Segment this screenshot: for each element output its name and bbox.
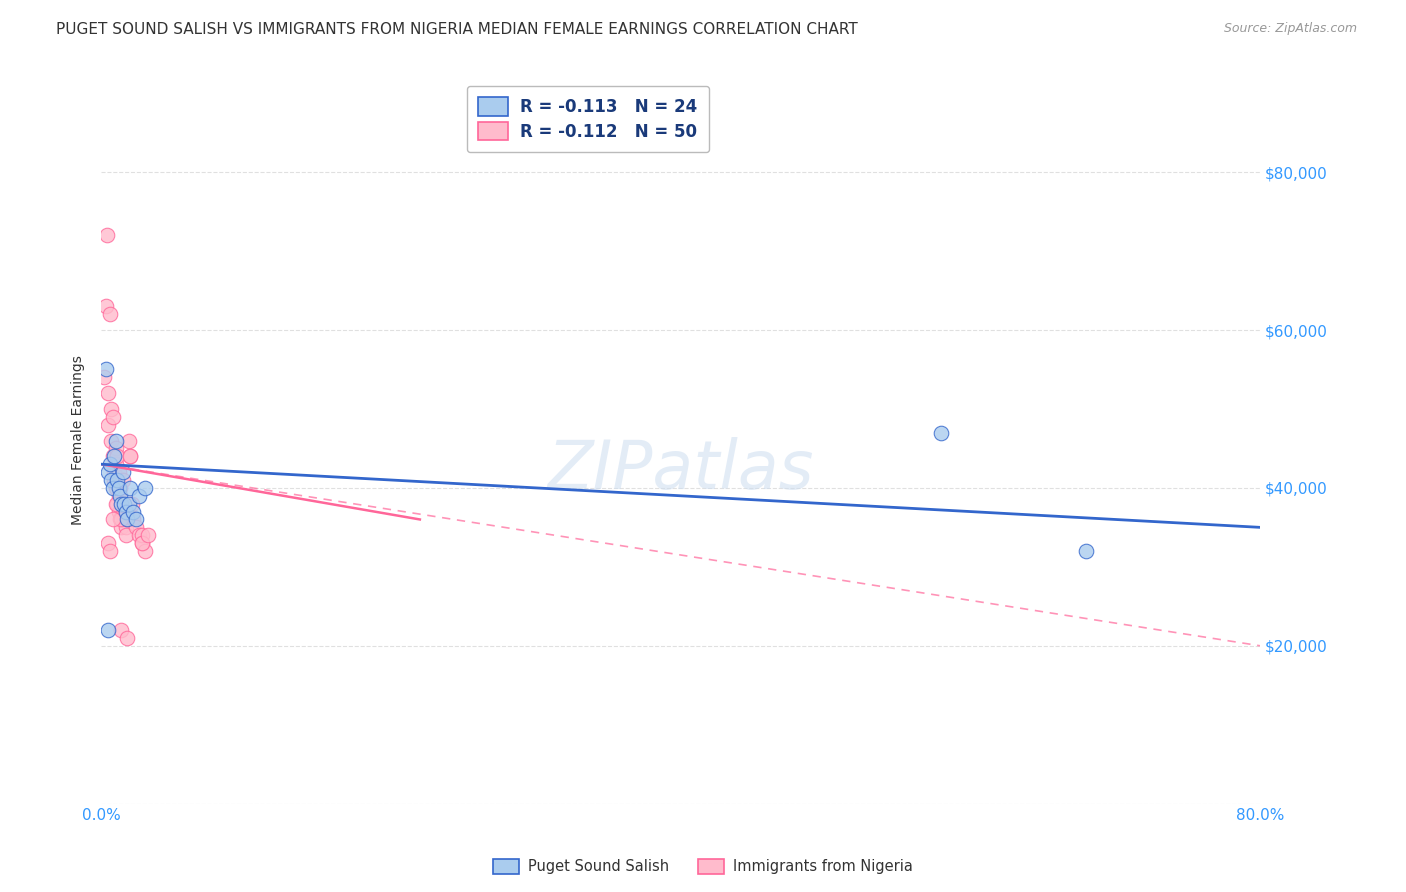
Point bbox=[125, 520, 148, 534]
Point bbox=[107, 465, 129, 479]
Point bbox=[103, 450, 125, 464]
Point bbox=[125, 512, 148, 526]
Point bbox=[131, 528, 153, 542]
Point bbox=[105, 473, 128, 487]
Point bbox=[107, 489, 129, 503]
Point bbox=[110, 623, 132, 637]
Point bbox=[104, 497, 127, 511]
Point bbox=[101, 481, 124, 495]
Point bbox=[111, 465, 134, 479]
Point bbox=[931, 425, 953, 440]
Point bbox=[100, 401, 122, 416]
Point bbox=[101, 409, 124, 424]
Point bbox=[103, 473, 125, 487]
Point bbox=[118, 434, 141, 448]
Legend: R = -0.113   N = 24, R = -0.112   N = 50: R = -0.113 N = 24, R = -0.112 N = 50 bbox=[467, 86, 709, 153]
Point bbox=[114, 505, 136, 519]
Point bbox=[120, 450, 142, 464]
Legend: Puget Sound Salish, Immigrants from Nigeria: Puget Sound Salish, Immigrants from Nige… bbox=[486, 853, 920, 880]
Point bbox=[112, 512, 135, 526]
Point bbox=[97, 417, 120, 432]
Point bbox=[93, 370, 115, 384]
Point bbox=[1076, 544, 1098, 558]
Point bbox=[94, 299, 117, 313]
Point bbox=[117, 512, 139, 526]
Point bbox=[98, 457, 121, 471]
Point bbox=[104, 481, 127, 495]
Point bbox=[107, 505, 129, 519]
Point bbox=[110, 497, 132, 511]
Point bbox=[101, 450, 124, 464]
Point bbox=[108, 481, 131, 495]
Point bbox=[100, 434, 122, 448]
Point bbox=[117, 512, 139, 526]
Point bbox=[136, 528, 159, 542]
Text: PUGET SOUND SALISH VS IMMIGRANTS FROM NIGERIA MEDIAN FEMALE EARNINGS CORRELATION: PUGET SOUND SALISH VS IMMIGRANTS FROM NI… bbox=[56, 22, 858, 37]
Point bbox=[121, 497, 143, 511]
Point bbox=[107, 481, 129, 495]
Point bbox=[122, 505, 145, 519]
Point bbox=[100, 473, 122, 487]
Point bbox=[110, 512, 132, 526]
Point bbox=[128, 528, 150, 542]
Point bbox=[104, 442, 127, 456]
Text: Source: ZipAtlas.com: Source: ZipAtlas.com bbox=[1223, 22, 1357, 36]
Point bbox=[104, 457, 127, 471]
Point bbox=[97, 465, 120, 479]
Point bbox=[105, 497, 128, 511]
Point bbox=[110, 497, 132, 511]
Point bbox=[112, 497, 135, 511]
Point bbox=[108, 512, 131, 526]
Point bbox=[97, 386, 120, 401]
Point bbox=[108, 489, 131, 503]
Point bbox=[117, 631, 139, 645]
Point bbox=[104, 434, 127, 448]
Point bbox=[134, 481, 156, 495]
Point bbox=[128, 489, 150, 503]
Point bbox=[131, 536, 153, 550]
Point bbox=[103, 465, 125, 479]
Point bbox=[98, 307, 121, 321]
Point bbox=[105, 450, 128, 464]
Point bbox=[120, 450, 142, 464]
Point bbox=[134, 544, 156, 558]
Point bbox=[122, 512, 145, 526]
Point bbox=[97, 536, 120, 550]
Point bbox=[98, 544, 121, 558]
Point bbox=[96, 228, 118, 243]
Point bbox=[110, 520, 132, 534]
Point bbox=[114, 520, 136, 534]
Point bbox=[118, 497, 141, 511]
Text: ZIPatlas: ZIPatlas bbox=[547, 436, 814, 502]
Point bbox=[111, 473, 134, 487]
Point bbox=[120, 481, 142, 495]
Point bbox=[101, 512, 124, 526]
Point bbox=[111, 505, 134, 519]
Y-axis label: Median Female Earnings: Median Female Earnings bbox=[72, 356, 86, 525]
Point bbox=[131, 536, 153, 550]
Point bbox=[97, 623, 120, 637]
Point bbox=[94, 362, 117, 376]
Point bbox=[114, 528, 136, 542]
